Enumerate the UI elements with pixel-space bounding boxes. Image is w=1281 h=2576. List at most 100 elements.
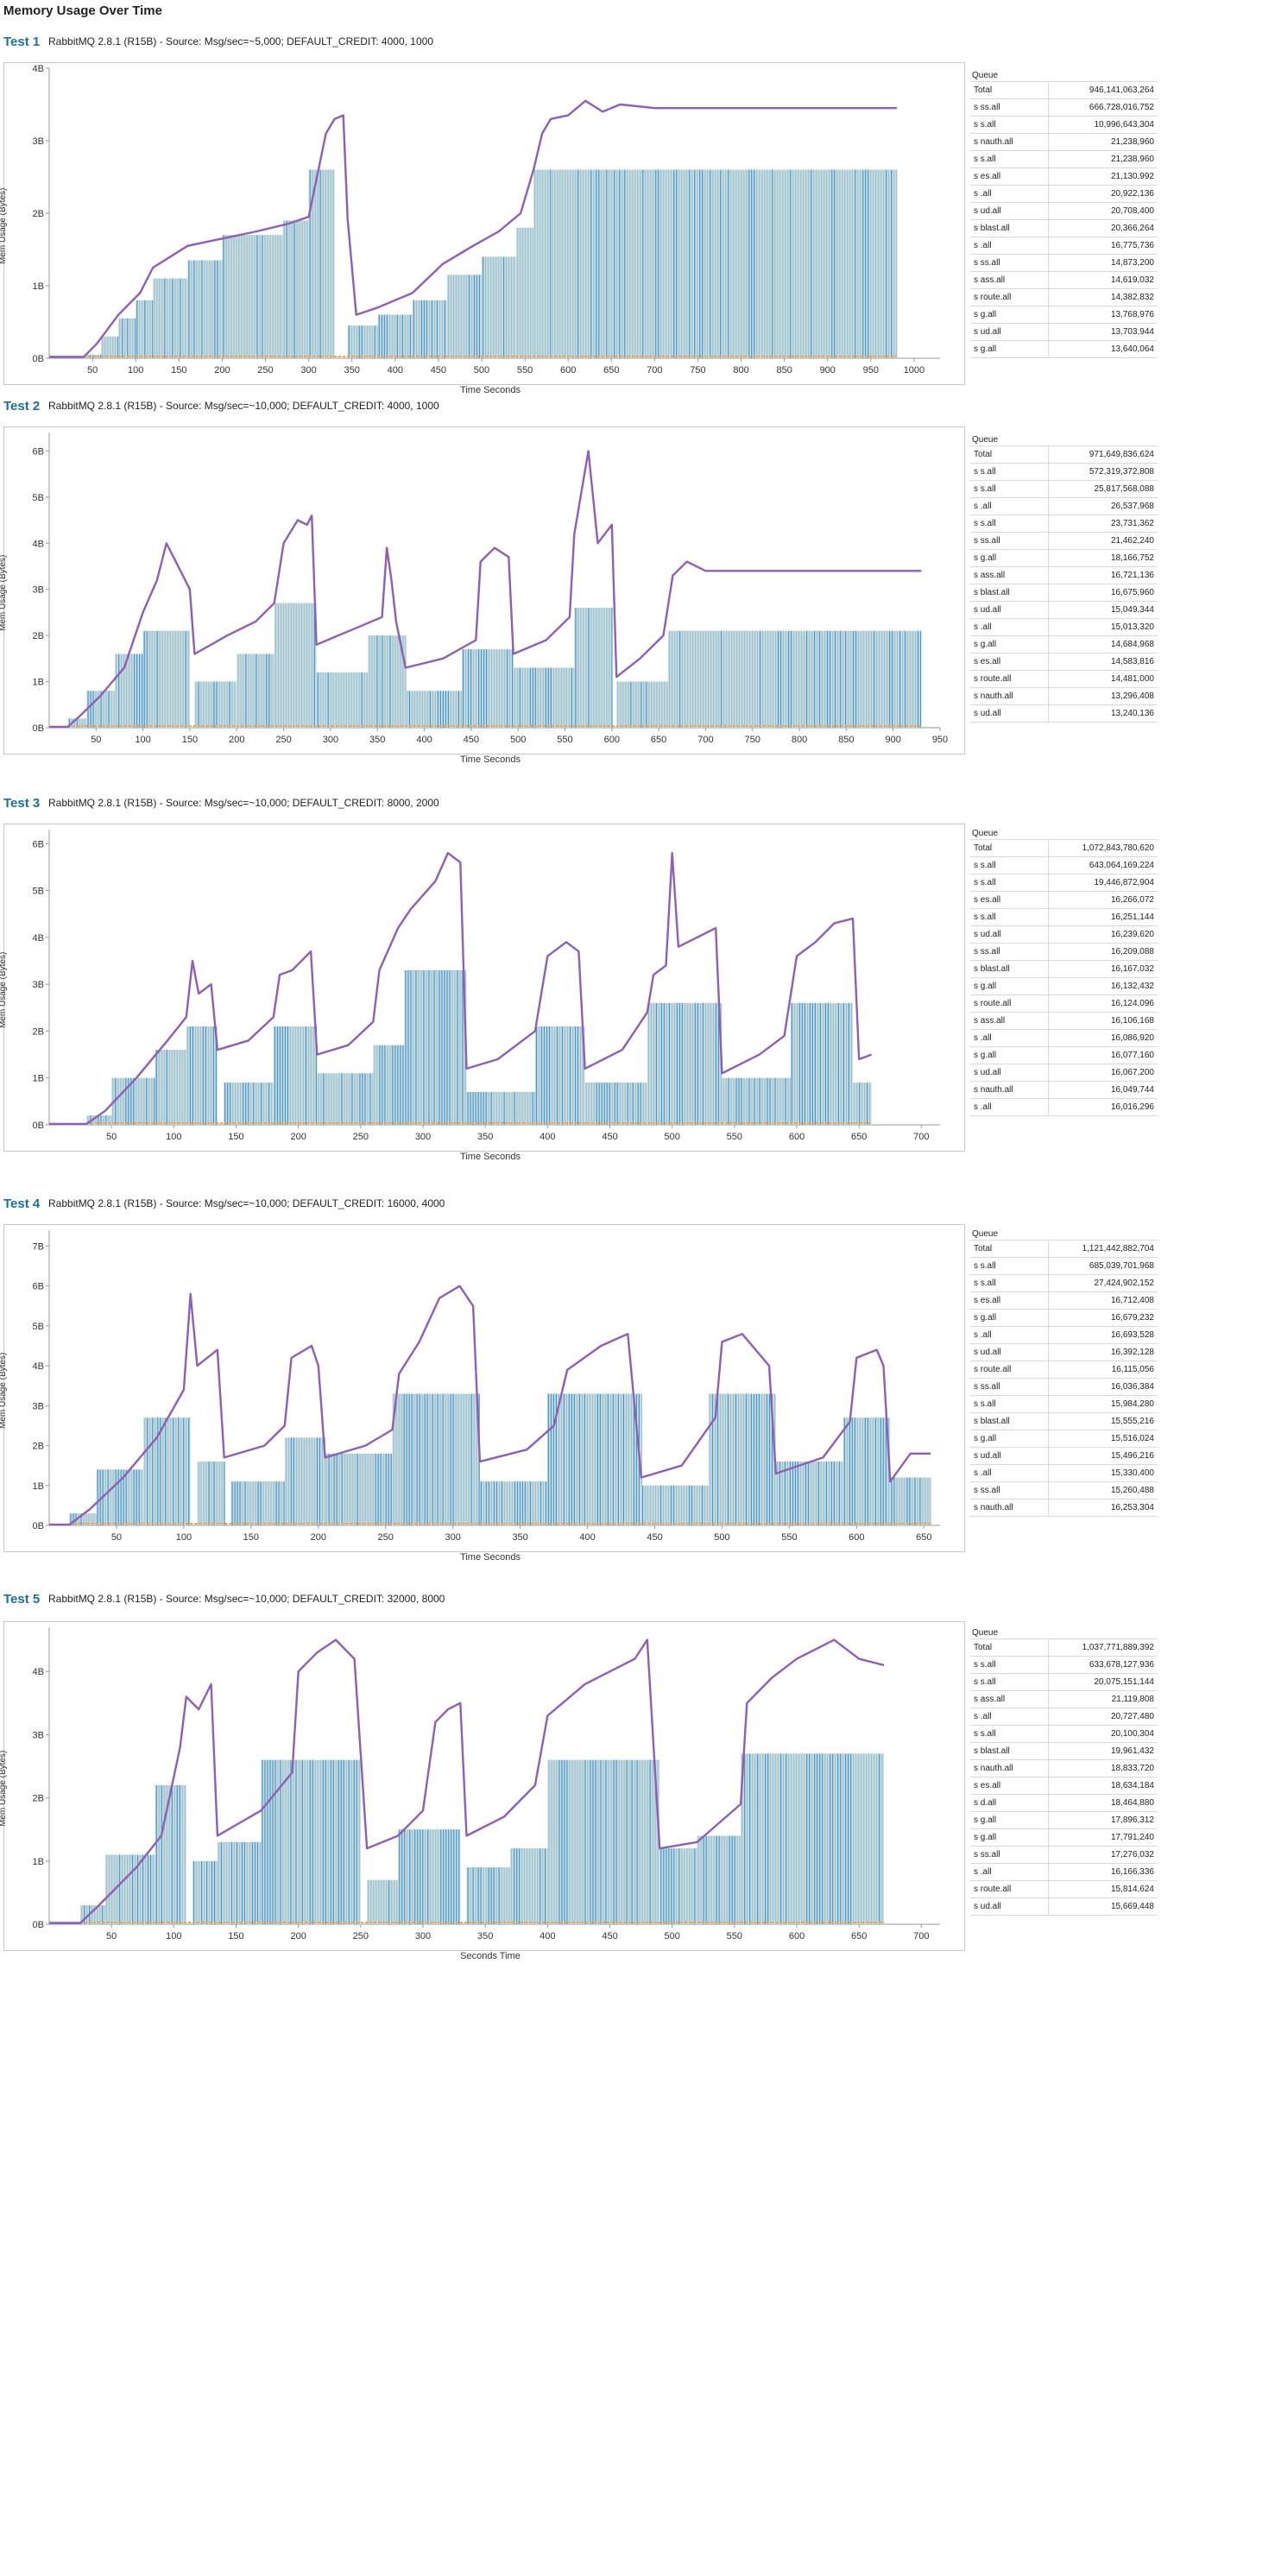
- bar-stripe: [545, 169, 546, 358]
- bar-stripe: [388, 1879, 390, 1924]
- x-tick-label: 50: [111, 1532, 122, 1543]
- bar-stripe: [295, 603, 297, 728]
- bar-stripe: [614, 169, 615, 358]
- x-tick-label: 300: [323, 735, 338, 745]
- bar-stripe: [402, 1045, 404, 1125]
- bar-stripe: [670, 1485, 672, 1525]
- bar-stripe: [435, 1829, 437, 1924]
- bar-stripe: [287, 1437, 290, 1525]
- x-tick-label: 150: [243, 1532, 259, 1543]
- bar-stripe: [701, 1485, 704, 1525]
- bar-stripe: [529, 667, 531, 728]
- bar-stripe: [676, 169, 678, 358]
- bar-stripe: [110, 1854, 113, 1924]
- bar-stripe: [447, 1393, 449, 1525]
- bar-stripe: [818, 630, 821, 728]
- bar-stripe: [666, 1002, 668, 1125]
- queue-value-cell: 16,132,432: [1048, 977, 1158, 995]
- bar-stripe: [362, 1073, 363, 1125]
- bar-stripe: [842, 1002, 844, 1125]
- bar-stripe: [282, 1759, 284, 1924]
- bar-stripe: [207, 1026, 209, 1125]
- bar-stripe: [402, 635, 404, 728]
- bar-stripe: [514, 1481, 516, 1525]
- bar-stripe: [209, 260, 211, 358]
- bar-stripe: [896, 630, 899, 728]
- bar-stripe: [683, 1485, 685, 1525]
- bar-stripe: [555, 1393, 557, 1525]
- x-tick-label: 200: [290, 1132, 306, 1142]
- queue-name-cell: s .all: [970, 497, 1049, 515]
- queue-value-cell: 13,240,136: [1048, 704, 1158, 723]
- bar-series: [80, 1753, 885, 1924]
- bar-stripe: [824, 1002, 826, 1125]
- bar-stripe: [213, 681, 215, 728]
- bar-stripe: [566, 1759, 568, 1924]
- bar-stripe: [792, 630, 795, 728]
- bar-stripe: [341, 1453, 343, 1525]
- x-tick-label: 750: [690, 365, 705, 376]
- bar-stripe: [401, 1393, 402, 1525]
- bar-stripe: [390, 1453, 392, 1525]
- bar-stripe: [177, 630, 179, 728]
- bar-stripe: [391, 314, 393, 358]
- y-tick-label: 0B: [33, 354, 44, 364]
- queue-table-row: s route.all 16,124,096: [970, 994, 1158, 1013]
- bar-stripe: [855, 1083, 858, 1125]
- bar-stripe: [508, 1481, 511, 1525]
- bar-stripe: [188, 1417, 190, 1525]
- bar-stripe: [588, 169, 590, 358]
- queue-name-cell: s s.all: [970, 1395, 1049, 1413]
- queue-value-cell: 15,555,216: [1048, 1412, 1158, 1430]
- bar-stripe: [591, 1393, 593, 1525]
- bar-stripe: [836, 169, 838, 358]
- bar-stripe: [378, 1879, 380, 1924]
- bar-stripe: [870, 630, 873, 728]
- bar-stripe: [593, 1083, 595, 1125]
- queue-value-cell: 15,814,624: [1048, 1880, 1158, 1898]
- bar-stripe: [353, 672, 355, 728]
- bar-stripe: [653, 1002, 655, 1125]
- bar-stripe: [306, 220, 308, 358]
- bar-stripe: [575, 608, 577, 728]
- queue-name-cell: s g.all: [970, 1430, 1049, 1448]
- bar-stripe: [880, 169, 882, 358]
- bar-stripe: [100, 354, 102, 358]
- bar-stripe: [193, 260, 195, 358]
- bar-stripe: [397, 1045, 399, 1125]
- bar-stripe: [126, 653, 128, 728]
- bar-stripe: [100, 691, 102, 728]
- bar-stripe: [133, 1077, 135, 1125]
- bar-stripe: [730, 1077, 732, 1125]
- queue-value-cell: 14,684,968: [1048, 635, 1158, 653]
- queue-value-cell: 1,072,843,780,620: [1048, 839, 1158, 857]
- queue-value-cell: 16,106,168: [1048, 1012, 1158, 1030]
- bar-stripe: [120, 1077, 122, 1125]
- bar-stripe: [132, 318, 134, 358]
- bar-stripe: [415, 969, 417, 1125]
- bar-stripe: [129, 318, 131, 358]
- bar-stripe: [271, 653, 273, 728]
- bar-stripe: [441, 300, 444, 358]
- bar-stripe: [397, 635, 399, 728]
- queue-table-row: s ud.all 15,049,344: [970, 601, 1158, 619]
- bar-stripe: [584, 1759, 586, 1924]
- queue-table-row: s ud.all 13,240,136: [970, 704, 1158, 723]
- bar-stripe: [264, 1759, 266, 1924]
- bar-stripe: [430, 1829, 432, 1924]
- bar-stripe: [358, 1759, 360, 1924]
- bar-stripe: [853, 1753, 855, 1924]
- bar-stripe: [121, 653, 123, 728]
- bar-stripe: [563, 1393, 565, 1525]
- bar-stripe: [359, 1453, 361, 1525]
- bar-stripe: [361, 672, 363, 728]
- bar-stripe: [577, 608, 579, 728]
- bar-stripe: [384, 1045, 386, 1125]
- bar-stripe: [453, 1829, 455, 1924]
- bar-stripe: [561, 1026, 564, 1125]
- bar-stripe: [196, 260, 198, 358]
- y-tick-label: 0B: [33, 1920, 44, 1930]
- bar-stripe: [442, 691, 444, 728]
- bar-stripe: [104, 1905, 106, 1924]
- bar-stripe: [756, 169, 758, 358]
